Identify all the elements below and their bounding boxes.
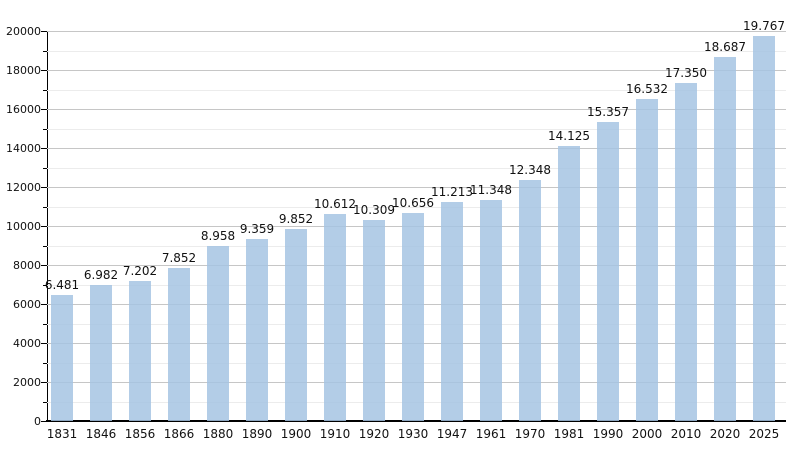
y-axis-minor-tick [43, 284, 47, 286]
y-axis-tick-label: 10000 [6, 220, 41, 233]
y-axis-tick [41, 70, 47, 71]
x-axis-tick-label: 1880 [202, 427, 234, 441]
y-axis-tick [41, 148, 47, 149]
y-axis-tick [41, 343, 47, 344]
bar-value-label: 18.687 [704, 39, 746, 54]
bar [324, 214, 346, 421]
bar [402, 213, 424, 421]
bar-value-label: 10.309 [353, 202, 395, 217]
x-axis-tick-label: 1910 [319, 427, 351, 441]
y-axis-tick-label: 8000 [13, 259, 41, 272]
y-axis-tick [41, 187, 47, 188]
bar-value-label: 10.656 [392, 196, 434, 211]
y-axis-minor-tick [43, 206, 47, 208]
x-axis-tick-label: 1947 [436, 427, 468, 441]
bar-value-label: 16.532 [626, 81, 668, 96]
x-axis-tick-label: 2010 [670, 427, 702, 441]
bar [519, 180, 541, 421]
y-axis-tick [41, 304, 47, 305]
bar-value-label: 11.213 [431, 185, 473, 200]
x-axis-tick-label: 2020 [709, 427, 741, 441]
x-axis-tick-label: 1920 [358, 427, 390, 441]
bar [558, 145, 580, 421]
bar [441, 202, 463, 421]
bar [753, 35, 775, 421]
x-axis-line [46, 420, 786, 422]
bar-value-label: 14.125 [548, 128, 590, 143]
minor-gridline [47, 50, 786, 52]
y-axis-minor-tick [43, 128, 47, 130]
y-axis-tick [41, 109, 47, 110]
bar [129, 280, 151, 421]
x-axis-tick-label: 1846 [85, 427, 117, 441]
x-axis-tick-label: 2025 [748, 427, 780, 441]
x-axis-tick-label: 2000 [631, 427, 663, 441]
x-axis-tick-label: 1866 [163, 427, 195, 441]
bar [636, 98, 658, 421]
y-axis-minor-tick [43, 167, 47, 169]
bar-value-label: 9.852 [278, 211, 314, 226]
bar [51, 294, 73, 421]
major-gridline [47, 31, 786, 32]
x-axis-tick-label: 1856 [124, 427, 156, 441]
y-axis-minor-tick [43, 401, 47, 403]
x-axis-tick-label: 1981 [553, 427, 585, 441]
bar [363, 219, 385, 421]
bar-value-label: 7.202 [122, 263, 158, 278]
bar [90, 284, 112, 421]
y-axis-tick-label: 0 [34, 415, 41, 428]
bar [246, 238, 268, 421]
y-axis-minor-tick [43, 362, 47, 364]
bar-value-label: 10.612 [314, 197, 356, 212]
bar [675, 82, 697, 421]
bar-value-label: 7.852 [161, 250, 197, 265]
y-axis-tick-label: 2000 [13, 376, 41, 389]
bar [480, 199, 502, 421]
y-axis-tick-label: 20000 [6, 25, 41, 38]
y-axis-tick [41, 31, 47, 32]
bar [714, 56, 736, 421]
bar [168, 267, 190, 421]
y-axis-tick [41, 265, 47, 266]
plot-area: 6.481 1831 6.982 1846 7.202 1856 7.852 1866 8.95… [45, 20, 786, 440]
bar-value-label: 17.350 [665, 65, 707, 80]
y-axis-minor-tick [43, 245, 47, 247]
x-axis-tick-label: 1900 [280, 427, 312, 441]
y-axis-minor-tick [43, 323, 47, 325]
y-axis-tick-label: 16000 [6, 103, 41, 116]
bar [597, 121, 619, 421]
y-axis-tick-label: 12000 [6, 181, 41, 194]
bar-value-label: 8.958 [200, 229, 236, 244]
y-axis-minor-tick [43, 50, 47, 52]
y-axis-minor-tick [43, 89, 47, 91]
y-axis-tick-label: 14000 [6, 142, 41, 155]
x-axis-tick-label: 1930 [397, 427, 429, 441]
bar-value-label: 6.982 [83, 267, 119, 282]
y-axis-tick [41, 382, 47, 383]
y-axis-tick [41, 226, 47, 227]
x-axis-tick-label: 1970 [514, 427, 546, 441]
x-axis-tick-label: 1990 [592, 427, 624, 441]
y-axis-tick-label: 4000 [13, 337, 41, 350]
bar [285, 228, 307, 421]
y-axis-tick [41, 421, 47, 422]
bar-value-label: 11.348 [470, 182, 512, 197]
bar-value-label: 15.357 [587, 104, 629, 119]
bar-value-label: 12.348 [509, 163, 551, 178]
x-axis-tick-label: 1961 [475, 427, 507, 441]
bar-value-label: 9.359 [239, 221, 275, 236]
bar [207, 246, 229, 421]
y-axis-tick-label: 18000 [6, 64, 41, 77]
bar-value-label: 19.767 [743, 18, 785, 33]
x-axis-tick-label: 1890 [241, 427, 273, 441]
x-axis-tick-label: 1831 [46, 427, 78, 441]
bar-value-label: 6.481 [44, 277, 80, 292]
y-axis-tick-label: 6000 [13, 298, 41, 311]
